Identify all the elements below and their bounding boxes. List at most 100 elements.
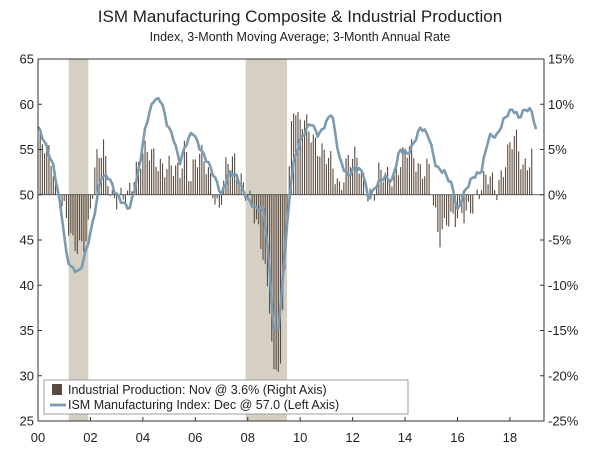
ip-bar	[273, 194, 275, 370]
ip-bar	[153, 148, 155, 195]
ip-bar	[509, 142, 511, 195]
ip-bar	[269, 194, 271, 314]
ip-bar	[441, 194, 443, 230]
ip-bar	[511, 149, 513, 195]
plot-frame	[37, 58, 545, 422]
ip-bar	[387, 166, 389, 195]
ip-bar	[168, 155, 170, 195]
ip-bar	[131, 191, 133, 195]
right-tick-label: -20%	[548, 368, 579, 383]
ip-bar	[218, 194, 220, 208]
legend-box	[43, 379, 409, 415]
ip-bar	[507, 144, 509, 195]
ip-bar	[216, 194, 218, 199]
ip-bar	[452, 194, 454, 214]
ism-line-path	[36, 96, 538, 331]
ip-bar	[531, 148, 533, 195]
ip-bar	[391, 186, 393, 195]
ip-bar	[411, 139, 413, 195]
ip-bar	[494, 190, 496, 195]
ip-bar	[321, 143, 323, 195]
ip-bar	[448, 194, 450, 227]
ip-bar	[196, 167, 199, 195]
ip-bar	[238, 182, 240, 195]
ip-bar	[52, 176, 54, 195]
ip-bar	[312, 134, 314, 195]
ip-bar	[369, 188, 371, 195]
ip-bar	[345, 158, 347, 195]
ip-bar	[341, 189, 343, 195]
ip-bar	[437, 194, 439, 232]
ip-bar	[159, 158, 161, 195]
ip-bar	[485, 174, 487, 195]
ip-bar	[183, 140, 185, 195]
ip-bar	[526, 170, 528, 195]
right-tick-label: -25%	[548, 414, 579, 429]
ip-bar	[253, 194, 255, 224]
legend-label-line: ISM Manufacturing Index: Dec @ 57.0 (Lef…	[68, 398, 339, 412]
ip-bar	[203, 161, 205, 195]
ip-bar	[306, 114, 308, 195]
ip-bar	[140, 168, 142, 195]
ip-bar	[406, 157, 408, 195]
ip-bar	[382, 181, 384, 195]
recession-band-1	[68, 59, 89, 421]
right-axis: -25% -20% -15% -10% -5% 0% 5% 10% 15%	[540, 52, 579, 429]
ip-bar	[50, 165, 52, 195]
ip-bar	[413, 158, 415, 195]
ip-bar	[325, 164, 327, 195]
ip-bar	[98, 157, 100, 195]
right-tick-label: 15%	[548, 52, 574, 67]
ip-bar	[489, 176, 491, 195]
ip-bar	[515, 129, 518, 195]
ip-bar	[358, 173, 360, 195]
right-tick-label: -10%	[548, 278, 579, 293]
ip-bar	[39, 130, 41, 195]
ip-bar	[249, 190, 251, 195]
ip-bar	[432, 194, 434, 206]
ip-bar	[297, 111, 299, 195]
x-tick-label: 18	[503, 430, 517, 445]
ip-bar	[314, 137, 317, 195]
ip-bar	[205, 174, 207, 195]
right-tick-label: 5%	[548, 142, 567, 157]
ip-bar	[199, 153, 201, 195]
left-tick-label: 40	[20, 278, 34, 293]
ip-bar	[496, 194, 498, 201]
x-tick-label: 14	[398, 430, 412, 445]
ip-bar	[529, 167, 531, 195]
ip-bar	[275, 194, 277, 370]
left-tick-label: 35	[20, 323, 34, 338]
ip-bar	[288, 166, 290, 195]
ip-bar	[279, 194, 282, 364]
ip-bar	[360, 169, 362, 195]
ip-bar	[408, 146, 410, 195]
ip-bar	[443, 194, 445, 219]
ip-bar	[155, 166, 157, 195]
chart-title: ISM Manufacturing Composite & Industrial…	[98, 7, 502, 26]
ip-bar	[522, 164, 524, 195]
ip-bar	[299, 119, 301, 195]
x-tick-label: 12	[345, 430, 359, 445]
ip-bar	[376, 185, 378, 195]
ip-bar	[286, 194, 288, 225]
ip-bar	[144, 140, 146, 195]
ip-bar	[188, 181, 190, 195]
ip-bar	[194, 159, 196, 195]
ip-bar	[148, 160, 150, 195]
ip-bar	[500, 170, 502, 195]
ip-bar	[48, 145, 50, 195]
recession-shading	[68, 59, 288, 421]
ip-bar	[290, 121, 292, 195]
ip-bar	[76, 194, 78, 254]
x-axis: 00 02 04 06 08 10 12 14 16 18	[31, 417, 517, 445]
ip-bar	[439, 194, 441, 248]
left-tick-label: 50	[20, 187, 34, 202]
ip-bar	[96, 149, 98, 195]
right-tick-label: -5%	[548, 233, 572, 248]
legend-label-bars: Industrial Production: Nov @ 3.6% (Right…	[68, 383, 327, 397]
ism-line	[36, 96, 538, 331]
ip-bar	[181, 168, 183, 195]
